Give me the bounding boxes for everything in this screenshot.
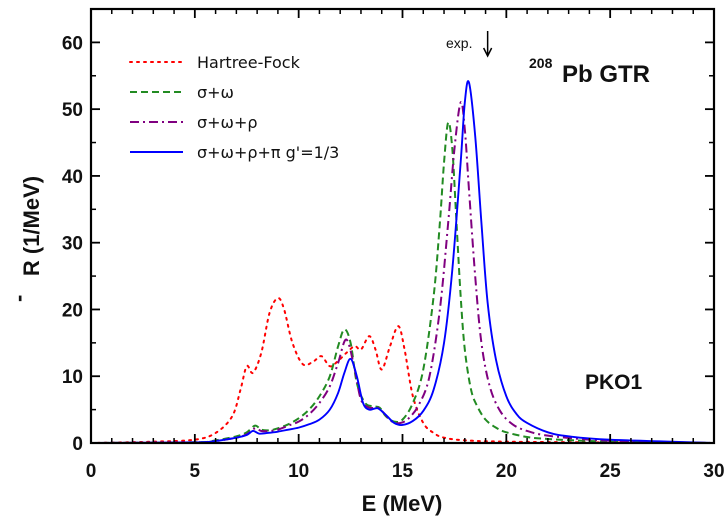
exp-annotation: exp. <box>446 31 493 58</box>
legend-label-2: σ+ω <box>197 83 234 102</box>
plot-curves <box>90 80 715 444</box>
chart-title-text: Pb GTR <box>562 61 650 88</box>
x-tick-label: 20 <box>496 461 517 482</box>
exp-annotation-text: exp. <box>446 35 472 51</box>
x-tick-label: 0 <box>86 461 97 482</box>
y-tick-label: 10 <box>62 367 83 388</box>
x-tick-label: 15 <box>392 461 414 482</box>
legend-label-4: σ+ω+ρ+π g'=1/3 <box>197 143 339 162</box>
series-line-2 <box>90 121 715 444</box>
x-axis-title: E (MeV) <box>362 491 443 516</box>
y-axis-title-main: R (1/MeV) <box>19 176 44 276</box>
y-tick-label: 60 <box>62 33 83 54</box>
series-line-4 <box>90 80 715 444</box>
y-tick-label: 30 <box>62 234 83 255</box>
legend-label-3: σ+ω+ρ <box>197 113 258 132</box>
x-tick-label: 25 <box>600 461 622 482</box>
exp-arrow-icon <box>482 31 493 58</box>
y-tick-label: 40 <box>62 167 83 188</box>
y-tick-label: 50 <box>62 100 83 121</box>
x-tick-label: 30 <box>703 461 724 482</box>
y-tick-label: 20 <box>62 300 83 321</box>
y-tick-label: 0 <box>72 434 83 455</box>
svg-text:R (1/MeV): R (1/MeV) <box>19 176 44 276</box>
y-axis-title: R (1/MeV) - <box>6 176 44 302</box>
x-tick-label: 5 <box>190 461 201 482</box>
x-tick-label: 10 <box>288 461 309 482</box>
legend-label-1: Hartree-Fock <box>197 53 301 72</box>
legend: Hartree-Fock σ+ω σ+ω+ρ σ+ω+ρ+π g'=1/3 <box>129 53 339 162</box>
model-label: PKO1 <box>585 371 643 394</box>
y-axis-title-superscript: - <box>6 295 31 302</box>
axis-ticks: 0 5 10 15 20 25 30 0 10 20 30 40 50 60 <box>62 9 725 482</box>
chart-title: 208 Pb GTR <box>529 55 650 88</box>
chart-title-superscript: 208 <box>529 55 553 71</box>
